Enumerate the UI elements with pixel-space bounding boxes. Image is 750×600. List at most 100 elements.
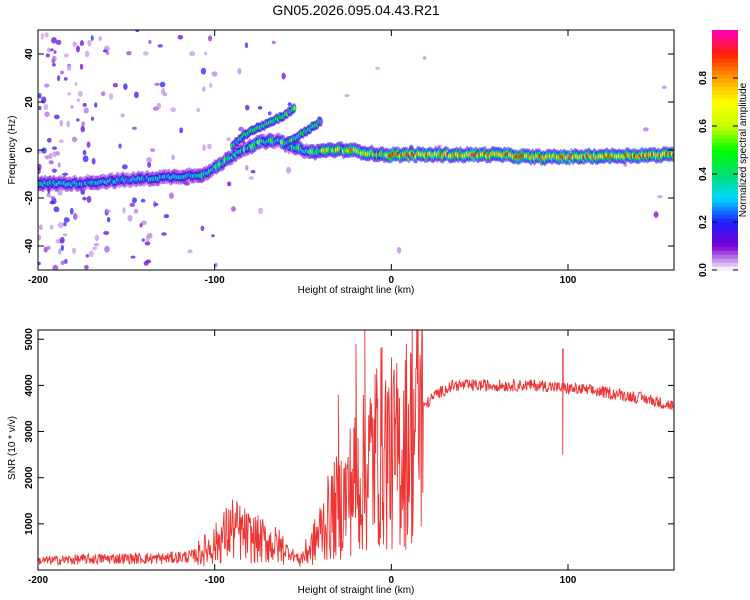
colorbar-step <box>712 130 738 135</box>
noise-speck <box>106 216 111 223</box>
colorbar-step <box>712 138 738 143</box>
noise-speck <box>48 160 54 165</box>
snr-x-tick-label: 100 <box>560 575 577 586</box>
noise-speck <box>244 42 249 49</box>
colorbar-step <box>712 226 738 231</box>
noise-speck <box>209 82 213 88</box>
chart-title: GN05.2026.095.04.43.R21 <box>272 2 440 18</box>
noise-speck <box>93 242 100 247</box>
noise-speck <box>171 154 176 161</box>
snr-axes: -200 -100 0 100 1000 2000 3000 4000 5000 <box>24 328 675 586</box>
noise-speck <box>159 81 166 88</box>
colorbar-step <box>712 194 738 199</box>
noise-speck <box>75 45 81 53</box>
noise-speck <box>244 104 250 111</box>
colorbar-tick-label: 0.8 <box>698 71 709 85</box>
noise-speck <box>53 206 60 213</box>
noise-speck <box>642 127 649 132</box>
colorbar-step <box>712 182 738 187</box>
colorbar-step <box>712 38 738 43</box>
noise-speck <box>189 50 196 57</box>
noise-speck <box>422 55 427 60</box>
noise-speck <box>139 223 143 228</box>
snr-y-axis-label: SNR (10 * v/v) <box>7 416 18 480</box>
noise-speck <box>51 168 57 173</box>
noise-speck <box>55 151 60 156</box>
colorbar-label: Normalized spectral amplitude <box>738 82 749 217</box>
noise-speck <box>84 264 89 270</box>
noise-speck <box>60 244 64 251</box>
noise-speck <box>53 50 57 54</box>
noise-speck <box>40 33 45 40</box>
noise-speck <box>141 238 145 242</box>
spectrogram-x-tick-label: 100 <box>560 275 577 286</box>
noise-speck <box>126 51 132 56</box>
noise-speck <box>200 67 207 75</box>
noise-speck <box>81 121 86 127</box>
noise-speck <box>257 106 263 110</box>
noise-speck <box>84 50 90 58</box>
colorbar-step <box>712 246 738 251</box>
noise-speck <box>59 119 63 127</box>
colorbar-step <box>712 126 738 131</box>
colorbar-step <box>712 82 738 87</box>
noise-speck <box>46 192 51 198</box>
colorbar-step <box>712 218 738 223</box>
noise-speck <box>230 206 236 212</box>
colorbar-step <box>712 178 738 183</box>
colorbar-step <box>712 142 738 147</box>
noise-speck <box>237 67 242 75</box>
colorbar-step <box>712 122 738 127</box>
branch-core <box>292 106 296 111</box>
colorbar-step <box>712 62 738 67</box>
spectrogram-x-tick-label: -200 <box>28 275 48 286</box>
colorbar-step <box>712 198 738 203</box>
noise-speck <box>38 261 41 266</box>
colorbar-step <box>712 170 738 175</box>
noise-speck <box>52 62 56 67</box>
noise-speck <box>79 40 84 47</box>
noise-speck <box>77 90 83 97</box>
noise-speck <box>76 98 81 102</box>
noise-speck <box>66 64 72 71</box>
noise-speck <box>90 116 95 121</box>
spectrogram-y-tick-label: 0 <box>24 147 35 153</box>
noise-speck <box>51 37 57 44</box>
noise-speck <box>144 241 151 246</box>
noise-speck <box>250 170 256 174</box>
noise-speck <box>170 107 177 113</box>
noise-speck <box>127 214 133 222</box>
noise-speck <box>48 153 53 160</box>
noise-speck <box>103 230 110 236</box>
noise-speck <box>76 118 80 122</box>
spectrogram-y-axis-label: Frequency (Hz) <box>7 116 18 185</box>
noise-speck <box>122 207 126 214</box>
noise-speck <box>82 102 87 107</box>
colorbar-step <box>712 42 738 47</box>
colorbar-step <box>712 102 738 107</box>
noise-speck <box>51 59 56 64</box>
noise-speck <box>86 195 92 203</box>
noise-speck <box>63 217 70 223</box>
colorbar-step <box>712 90 738 95</box>
noise-speck <box>162 92 168 97</box>
noise-speck <box>169 192 174 199</box>
noise-speck <box>46 47 52 53</box>
noise-speck <box>245 165 249 171</box>
spectrogram-y-tick-label: -40 <box>24 238 35 253</box>
noise-speck <box>86 141 91 148</box>
noise-speck <box>196 107 201 113</box>
noise-speck <box>226 137 231 142</box>
noise-speck <box>154 202 159 207</box>
colorbar-step <box>712 70 738 75</box>
noise-speck <box>58 139 64 144</box>
noise-speck <box>100 91 106 97</box>
noise-speck <box>657 194 663 199</box>
noise-speck <box>74 82 78 86</box>
noise-speck <box>130 255 136 259</box>
noise-speck <box>72 41 77 48</box>
noise-speck <box>123 83 128 90</box>
colorbar-step <box>712 174 738 179</box>
noise-speck <box>150 148 156 152</box>
